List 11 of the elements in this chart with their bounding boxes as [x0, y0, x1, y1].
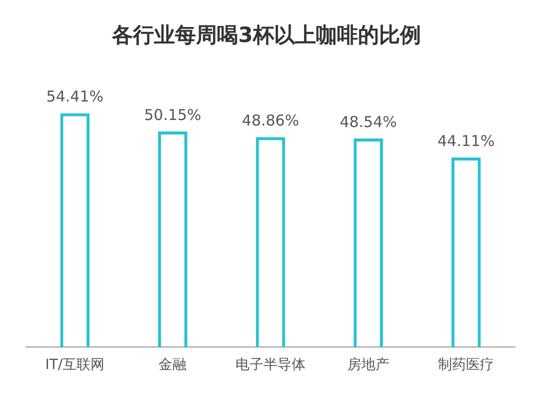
data-label: 48.86%: [242, 111, 300, 130]
data-label: 48.54%: [340, 112, 397, 131]
x-tick-label: 房地产: [347, 357, 390, 374]
chart-title: 各行业每周喝3杯以上咖啡的比例: [111, 23, 421, 48]
data-label: 44.11%: [438, 132, 495, 150]
x-tick-label: 电子半导体: [236, 357, 306, 374]
x-tick-label: 金融: [158, 357, 187, 374]
x-tick-label: 制药医疗: [438, 357, 494, 374]
data-label: 54.41%: [46, 88, 104, 106]
x-tick-label: IT/互联网: [45, 357, 105, 374]
data-label: 50.15%: [144, 106, 202, 124]
